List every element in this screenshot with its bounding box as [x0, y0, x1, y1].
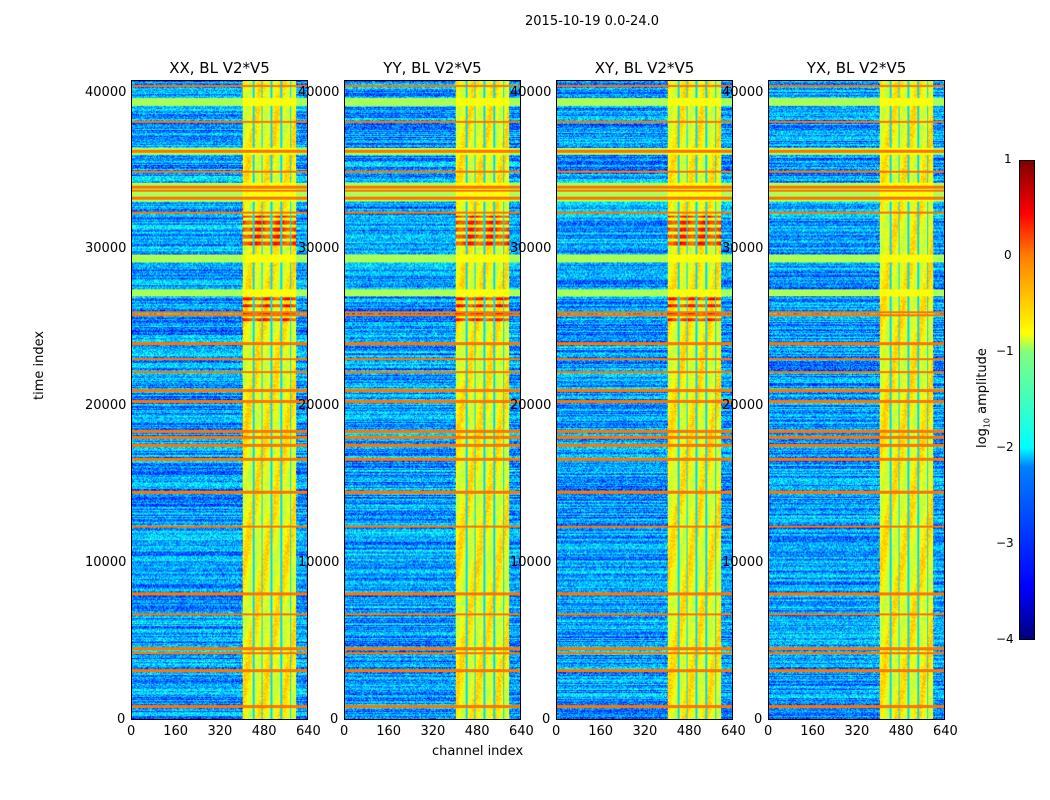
colorbar-tick-label: −1	[996, 344, 1014, 358]
x-tick-label: 640	[933, 724, 958, 739]
y-tick-label: 30000	[298, 241, 340, 257]
heatmap-panel	[344, 80, 521, 720]
x-axis-label: channel index	[432, 744, 524, 759]
x-tick-label: 320	[207, 724, 233, 739]
colorbar-tick-label: 0	[1004, 248, 1012, 262]
heatmap-image	[345, 81, 520, 719]
y-tick-label: 10000	[722, 555, 764, 571]
heatmap-image	[769, 81, 944, 719]
x-tick-label: 480	[251, 724, 277, 739]
x-tick-label: 320	[844, 724, 870, 739]
x-tick-label: 320	[420, 724, 446, 739]
y-tick-label: 20000	[510, 398, 552, 414]
y-axis-label: time index	[32, 330, 47, 400]
y-tick-label: 20000	[298, 398, 340, 414]
x-tick-label: 0	[340, 724, 349, 739]
x-tick-label: 640	[509, 724, 534, 739]
colorbar-label: log10 amplitude	[975, 348, 992, 448]
panel-title: XX, BL V2*V5	[169, 59, 270, 77]
colorbar-label-tail: amplitude	[975, 348, 990, 418]
x-tick-label: 480	[888, 724, 914, 739]
y-tick-label: 40000	[722, 84, 764, 100]
figure-suptitle: 2015-10-19 0.0-24.0	[525, 14, 659, 29]
x-tick-label: 160	[376, 724, 402, 739]
x-tick-label: 640	[721, 724, 746, 739]
heatmap-image	[557, 81, 732, 719]
x-tick-label: 160	[163, 724, 189, 739]
colorbar	[1019, 160, 1035, 640]
x-tick-label: 160	[800, 724, 826, 739]
x-tick-label: 0	[127, 724, 136, 739]
heatmap-panel	[131, 80, 308, 720]
y-tick-label: 20000	[85, 398, 127, 414]
colorbar-tick-label: 1	[1004, 152, 1012, 166]
x-tick-label: 640	[296, 724, 321, 739]
colorbar-tick-label: −3	[996, 536, 1014, 550]
y-tick-label: 0	[330, 712, 339, 727]
x-tick-label: 320	[632, 724, 658, 739]
y-tick-label: 30000	[85, 241, 127, 257]
y-tick-label: 0	[117, 712, 126, 727]
x-tick-label: 0	[764, 724, 773, 739]
heatmap-image	[132, 81, 307, 719]
y-tick-label: 10000	[510, 555, 552, 571]
y-tick-label: 0	[754, 712, 763, 727]
x-tick-label: 0	[552, 724, 561, 739]
y-tick-label: 40000	[85, 84, 127, 100]
y-tick-label: 30000	[510, 241, 552, 257]
y-tick-label: 20000	[722, 398, 764, 414]
heatmap-panel	[556, 80, 733, 720]
x-tick-label: 480	[464, 724, 490, 739]
y-tick-label: 0	[542, 712, 551, 727]
y-tick-label: 30000	[722, 241, 764, 257]
y-tick-label: 10000	[85, 555, 127, 571]
colorbar-label-main: log	[975, 428, 990, 448]
y-tick-label: 40000	[298, 84, 340, 100]
colorbar-tick-label: −4	[996, 632, 1014, 646]
y-tick-label: 40000	[510, 84, 552, 100]
colorbar-label-sub: 10	[982, 417, 992, 429]
colorbar-tick-label: −2	[996, 440, 1014, 454]
y-tick-label: 10000	[298, 555, 340, 571]
heatmap-panel	[768, 80, 945, 720]
panel-title: YY, BL V2*V5	[383, 59, 482, 77]
panel-title: XY, BL V2*V5	[594, 59, 695, 77]
x-tick-label: 480	[676, 724, 702, 739]
panel-title: YX, BL V2*V5	[806, 59, 907, 77]
x-tick-label: 160	[588, 724, 614, 739]
